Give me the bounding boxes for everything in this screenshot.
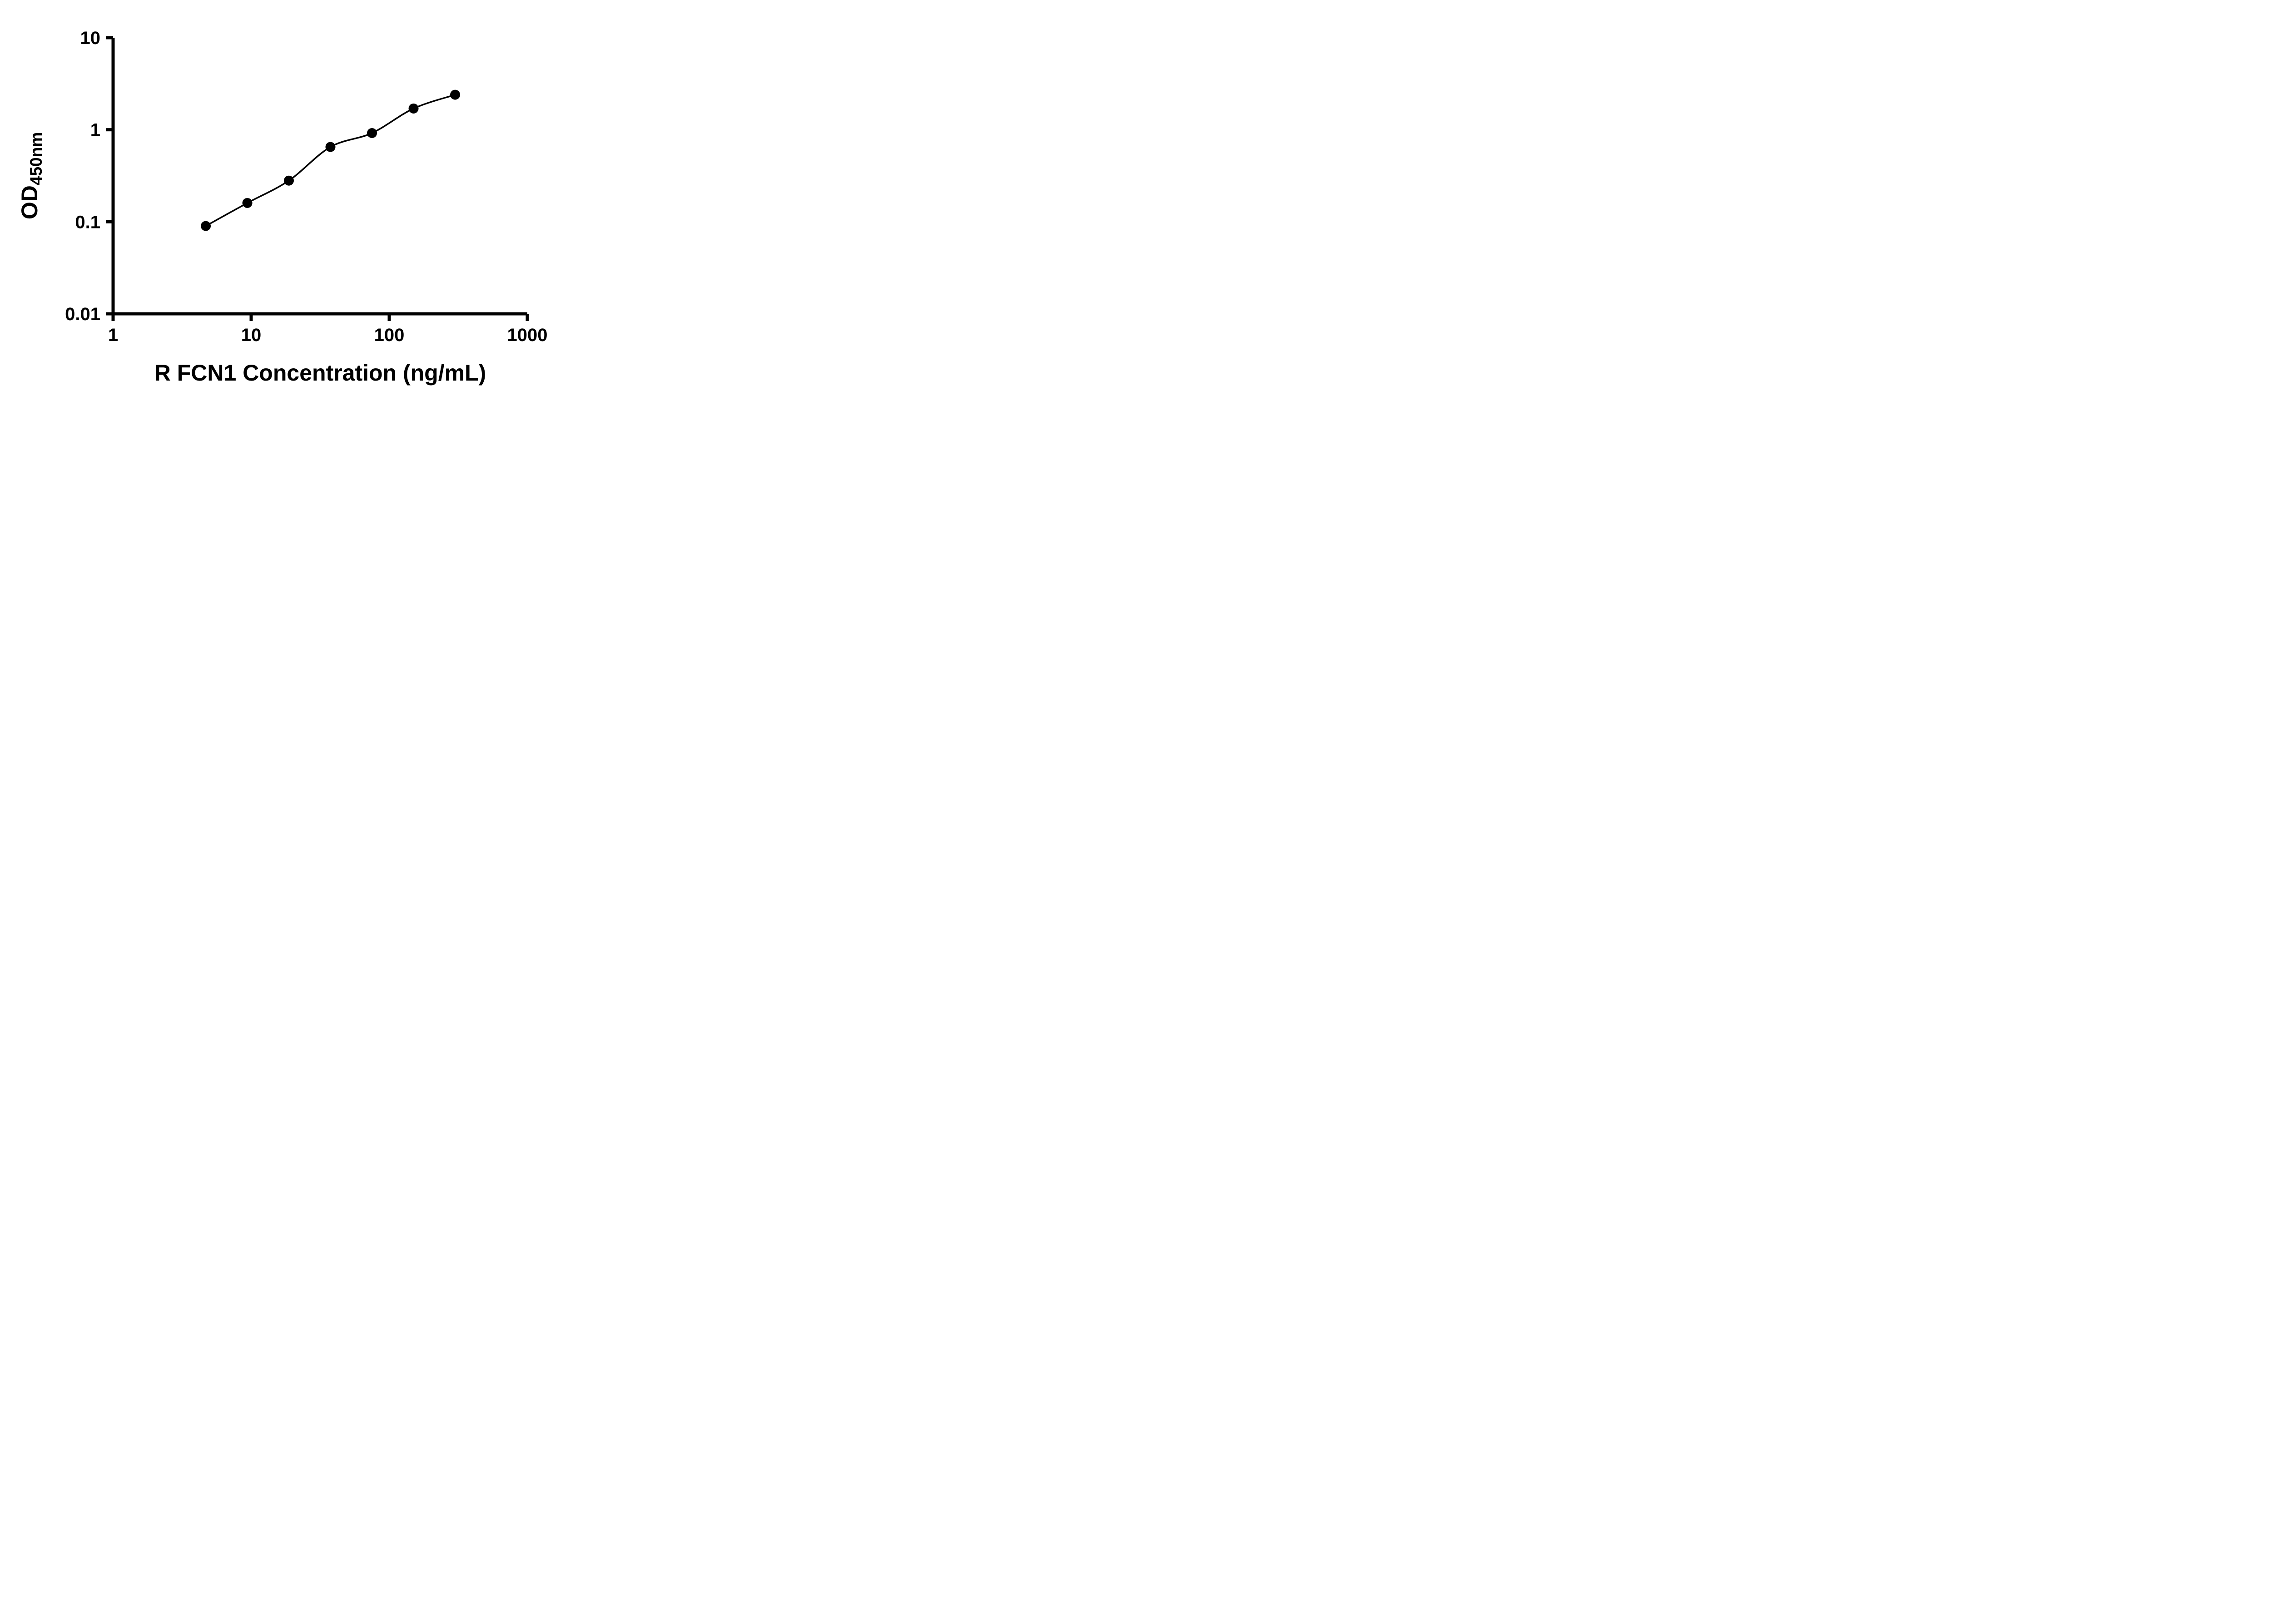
data-point [367, 128, 377, 139]
tick-labels: 1 10 100 1000 0.01 0.1 1 10 [65, 28, 547, 345]
y-axis-title-main: OD [17, 185, 42, 219]
x-tick-label: 1 [108, 325, 118, 345]
fit-curve [205, 94, 456, 227]
data-point [283, 175, 294, 186]
y-tick-label: 0.1 [75, 212, 100, 232]
tick-marks [106, 36, 529, 321]
y-tick-label: 0.01 [65, 304, 100, 324]
axis-frame [111, 38, 527, 316]
axes [111, 38, 527, 316]
data-point [201, 221, 211, 231]
x-tick-label: 100 [374, 325, 405, 345]
data-point [242, 198, 253, 208]
y-tick-label: 1 [90, 120, 100, 140]
y-tick-label: 10 [80, 28, 101, 48]
data-point [408, 103, 419, 114]
x-tick-label: 10 [241, 325, 262, 345]
data-points [201, 89, 461, 231]
chart-page: 1 10 100 1000 0.01 0.1 1 10 R FCN1 Concentratio… [0, 0, 584, 406]
x-tick-label: 1000 [507, 325, 548, 345]
y-axis-title: OD450nm [17, 132, 45, 219]
data-point [325, 142, 336, 152]
y-axis-title-sub: 450nm [27, 132, 45, 185]
x-axis-title: R FCN1 Concentration (ng/mL) [154, 360, 486, 386]
standard-curve-chart: 1 10 100 1000 0.01 0.1 1 10 R FCN1 Concentratio… [17, 28, 547, 386]
data-point [450, 89, 461, 100]
